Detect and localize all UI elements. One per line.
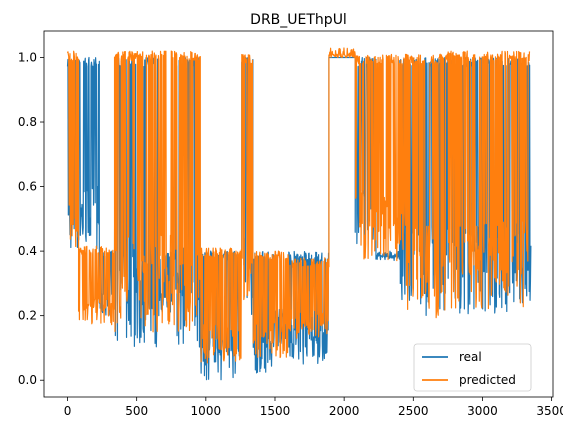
x-tick-label: 500 <box>125 404 148 418</box>
x-tick-label: 2500 <box>398 404 429 418</box>
y-tick-label: 0.8 <box>18 115 37 129</box>
y-axis: 0.0 0.2 0.4 0.6 0.8 1.0 <box>18 50 44 387</box>
x-tick-label: 3000 <box>467 404 498 418</box>
x-tick-label: 1500 <box>260 404 291 418</box>
y-tick-label: 0.6 <box>18 180 37 194</box>
y-tick-label: 0.2 <box>18 309 37 323</box>
legend-label-real: real <box>459 350 482 364</box>
y-tick-label: 1.0 <box>18 50 37 64</box>
series-layer <box>66 47 532 381</box>
series-line-predicted <box>66 47 531 364</box>
chart-title: DRB_UEThpUl <box>250 12 347 28</box>
legend: real predicted <box>413 343 532 392</box>
legend-label-predicted: predicted <box>459 373 516 387</box>
y-tick-label: 0.0 <box>18 373 37 387</box>
y-tick-label: 0.4 <box>18 244 37 258</box>
x-tick-label: 1000 <box>191 404 222 418</box>
x-tick-label: 2000 <box>329 404 360 418</box>
plot-frame <box>43 30 554 398</box>
x-tick-label: 0 <box>64 404 72 418</box>
